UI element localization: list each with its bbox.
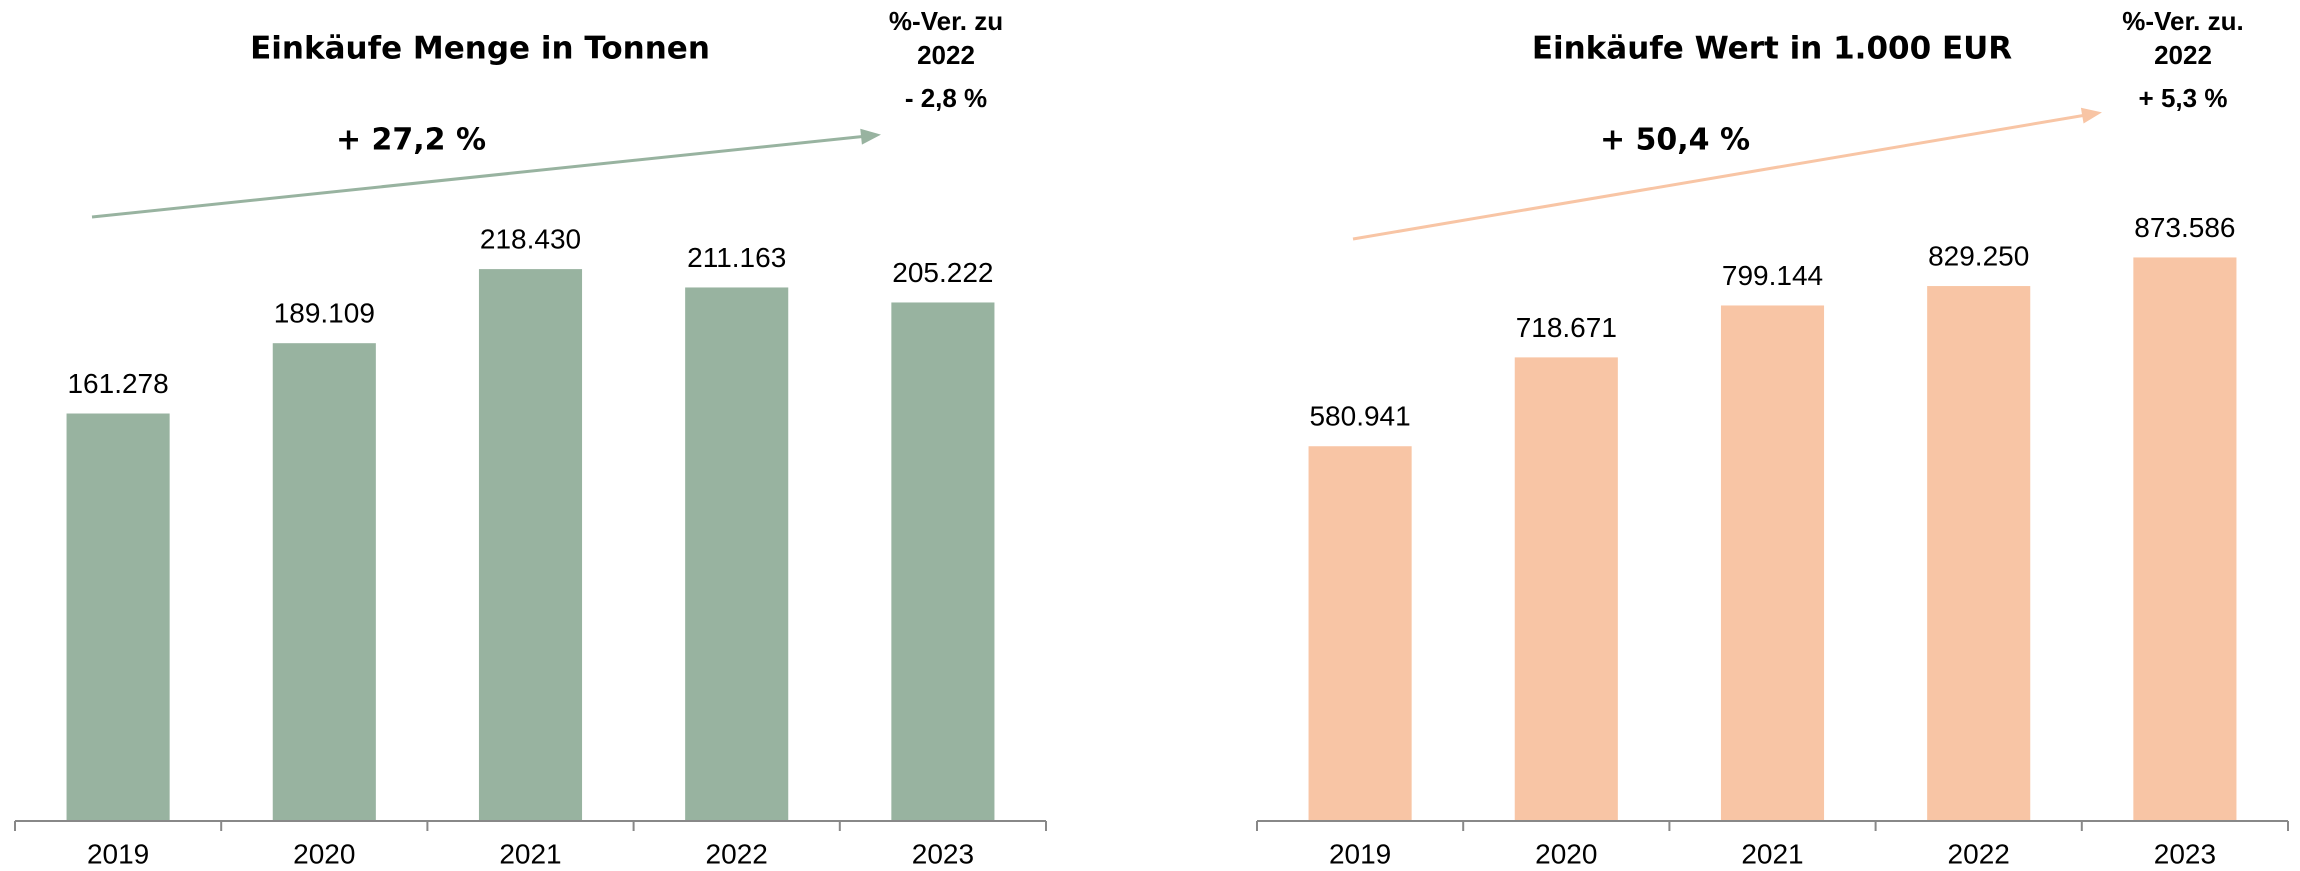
x-tick-label: 2022	[706, 838, 768, 869]
bar	[685, 287, 789, 821]
value-label: 873.586	[2134, 212, 2235, 243]
annotation: + 5,3 %	[2139, 83, 2228, 113]
annotation: + 50,4 %	[1600, 123, 1750, 158]
annotation: + 27,2 %	[336, 123, 486, 158]
value-label: 211.163	[687, 242, 786, 273]
bar	[1514, 357, 1618, 821]
x-tick-label: 2020	[293, 838, 355, 869]
annotation: 2022	[917, 40, 975, 70]
x-tick-label: 2022	[1948, 838, 2010, 869]
bar	[66, 413, 170, 821]
arrow-head	[2080, 107, 2102, 124]
bar	[1308, 446, 1412, 821]
bar	[1927, 286, 2031, 821]
value-label: 189.109	[274, 298, 375, 329]
value-label: 580.941	[1309, 401, 1410, 432]
trend-arrow	[91, 133, 878, 219]
x-tick-label: 2019	[87, 838, 149, 869]
bar	[272, 343, 376, 821]
x-tick-label: 2023	[2154, 838, 2216, 869]
annotation: - 2,8 %	[905, 83, 987, 113]
value-label: 799.144	[1722, 260, 1823, 291]
annotation: %-Ver. zu	[889, 6, 1003, 36]
x-tick-label: 2020	[1535, 838, 1597, 869]
bar	[2133, 257, 2237, 821]
chart-title: Einkäufe Menge in Tonnen	[250, 31, 710, 67]
arrow-head	[860, 128, 881, 145]
value-label: 205.222	[892, 257, 993, 288]
value-label: 829.250	[1928, 240, 2029, 271]
value-label: 718.671	[1516, 312, 1617, 343]
x-tick-label: 2019	[1329, 838, 1391, 869]
value-label: 218.430	[480, 223, 581, 254]
chart-title: Einkäufe Wert in 1.000 EUR	[1532, 31, 2012, 67]
value-label: 161.278	[67, 368, 168, 399]
x-tick-label: 2021	[499, 838, 561, 869]
bar	[1720, 305, 1825, 821]
bar	[478, 269, 583, 821]
annotation: 2022	[2154, 40, 2212, 70]
x-tick-label: 2021	[1741, 838, 1803, 869]
x-tick-label: 2023	[912, 838, 974, 869]
annotation: %-Ver. zu.	[2122, 6, 2243, 36]
bar	[891, 302, 995, 821]
trend-arrow	[1352, 111, 2099, 241]
